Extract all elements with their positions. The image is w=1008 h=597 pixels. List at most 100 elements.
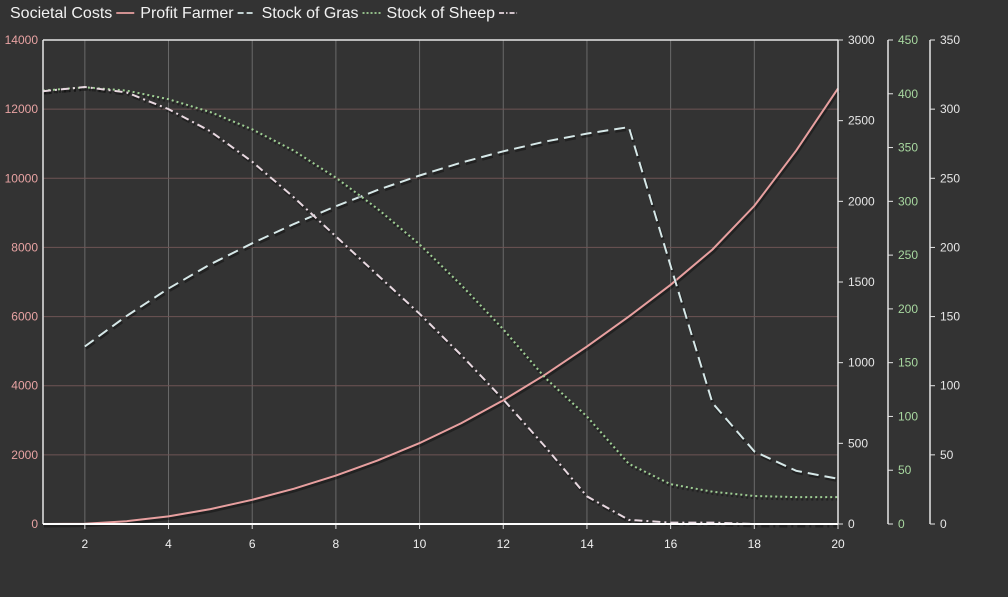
data-point-series-2 [293,223,295,225]
x-tick-label: 16 [664,537,678,551]
data-point-series-4 [460,354,462,356]
data-point-series-1 [711,248,713,250]
y1-tick-label: 10000 [5,171,39,185]
y2-tick-label: 0 [848,517,855,531]
y1-tick-label: 4000 [11,379,38,393]
data-point-series-4 [251,160,253,162]
data-point-series-2 [628,126,630,128]
data-point-series-3 [418,243,420,245]
data-point-series-2 [167,287,169,289]
y4-tick-label: 250 [940,171,960,185]
y1-tick-label: 6000 [11,310,38,324]
y4-tick-label: 100 [940,379,960,393]
data-point-series-4 [125,91,127,93]
data-point-series-2 [377,189,379,191]
data-point-series-3 [293,150,295,152]
data-point-series-3 [795,496,797,498]
y3-tick-label: 150 [898,356,918,370]
data-point-series-4 [293,196,295,198]
y2-tick-label: 2000 [848,194,875,208]
data-point-series-3 [251,128,253,130]
y3-tick-label: 250 [898,248,918,262]
y4-tick-label: 200 [940,240,960,254]
y3-tick-label: 100 [898,409,918,423]
data-point-series-3 [628,463,630,465]
data-point-series-2 [795,470,797,472]
data-point-series-2 [753,450,755,452]
data-point-series-3 [460,284,462,286]
plot-area [43,40,838,524]
y4-tick-label: 150 [940,310,960,324]
y1-tick-label: 14000 [5,33,39,47]
axes-layer: 2 4 6 8 10 12 14 16 18 20020004000600080001000012… [5,33,961,551]
y1-tick-label: 8000 [11,240,38,254]
data-point-series-3 [544,377,546,379]
data-point-series-3 [586,415,588,417]
data-point-series-4 [418,313,420,315]
data-point-series-2 [502,150,504,152]
data-point-series-1 [460,422,462,424]
data-point-series-4 [544,445,546,447]
x-tick-label: 4 [165,537,172,551]
y3-tick-label: 50 [898,463,912,477]
x-tick-label: 12 [497,537,511,551]
data-point-series-2 [125,315,127,317]
data-point-series-3 [502,328,504,330]
y2-tick-label: 3000 [848,33,875,47]
y2-tick-label: 500 [848,436,868,450]
x-tick-label: 14 [580,537,594,551]
data-point-series-4 [335,235,337,237]
y2-tick-label: 2500 [848,114,875,128]
legend-label-4: Stock of Sheep [387,5,496,22]
y3-tick-label: 0 [898,517,905,531]
y3-tick-label: 300 [898,194,918,208]
data-point-series-1 [293,488,295,490]
y2-tick-label: 1500 [848,275,875,289]
y4-tick-label: 0 [940,517,947,531]
data-point-series-2 [586,132,588,134]
y2-tick-label: 1000 [848,356,875,370]
data-point-series-3 [669,483,671,485]
data-point-series-2 [84,345,86,347]
data-point-series-1 [628,315,630,317]
legend[interactable]: Societal Costs Profit Farmer Stock of Gras… [10,5,518,22]
data-point-series-3 [167,98,169,100]
data-point-series-4 [377,274,379,276]
y3-tick-label: 400 [898,87,918,101]
data-point-series-2 [544,140,546,142]
x-tick-label: 6 [249,537,256,551]
y1-tick-label: 2000 [11,448,38,462]
data-point-series-3 [377,208,379,210]
data-point-series-1 [251,499,253,501]
y1-tick-label: 12000 [5,102,39,116]
y3-tick-label: 450 [898,33,918,47]
x-tick-label: 2 [81,537,88,551]
data-point-series-3 [753,495,755,497]
data-point-series-1 [586,345,588,347]
data-point-series-4 [628,519,630,521]
y4-tick-label: 350 [940,33,960,47]
data-point-series-4 [84,86,86,88]
y3-tick-label: 350 [898,141,918,155]
data-point-series-1 [335,474,337,476]
data-point-series-4 [167,108,169,110]
data-point-series-1 [377,459,379,461]
y4-tick-label: 50 [940,448,954,462]
legend-label-3: Stock of Gras [262,5,359,22]
data-point-series-1 [167,515,169,517]
data-point-series-2 [418,174,420,176]
x-tick-label: 18 [748,537,762,551]
data-point-series-1 [795,149,797,151]
data-point-series-1 [125,520,127,522]
data-point-series-4 [209,130,211,132]
data-point-series-1 [753,205,755,207]
data-point-series-1 [669,284,671,286]
x-tick-label: 8 [333,537,340,551]
data-point-series-3 [209,111,211,113]
data-point-series-3 [711,491,713,493]
data-point-series-2 [209,263,211,265]
data-point-series-2 [669,265,671,267]
data-point-series-4 [502,398,504,400]
data-point-series-2 [251,242,253,244]
